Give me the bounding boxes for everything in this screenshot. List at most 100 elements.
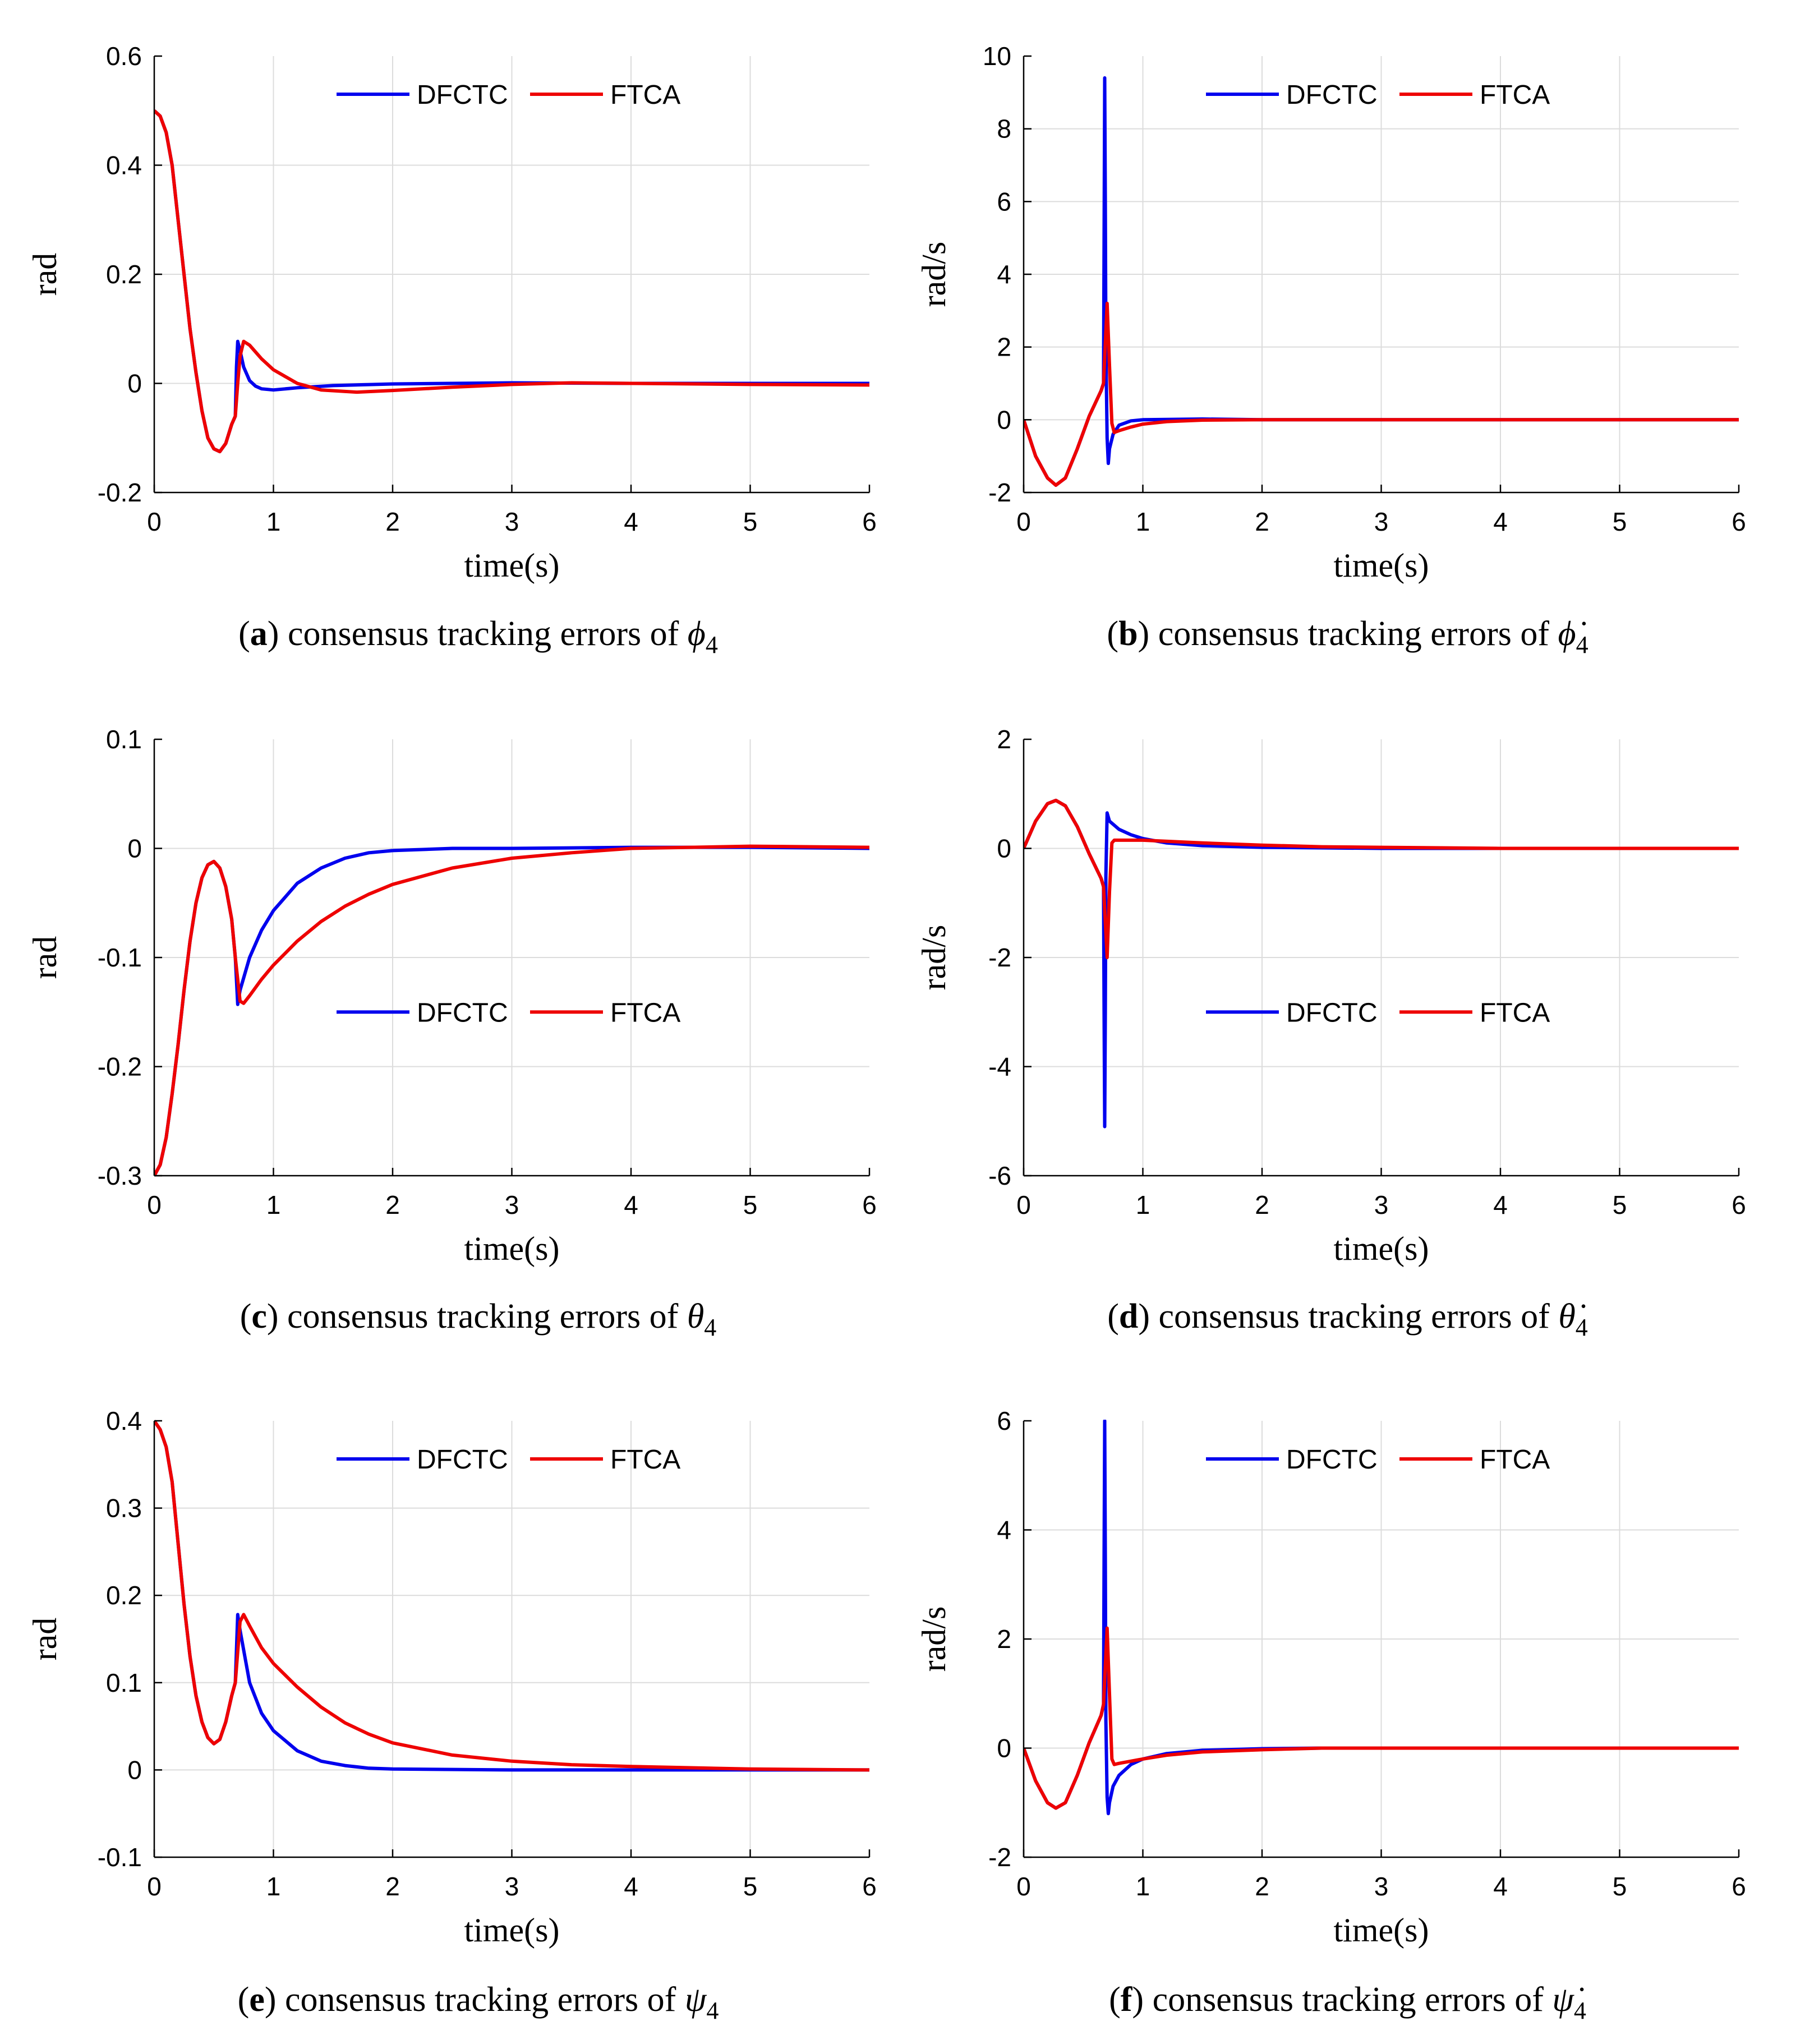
chart-c-xlabel: time(s) — [464, 1230, 560, 1267]
chart-e-caption: (e) consensus tracking errors of ψ4 — [238, 1981, 719, 2024]
chart-d-xtick-label-6: 6 — [1732, 1190, 1746, 1219]
chart-a-caption: (a) consensus tracking errors of ϕ4 — [238, 615, 718, 659]
chart-b-ytick-label-2: 2 — [997, 333, 1011, 362]
chart-a-caption-symbol: ϕ — [688, 615, 706, 653]
chart-e-caption-text: consensus tracking errors of — [285, 1981, 685, 2019]
chart-b-caption: (b) consensus tracking errors of ϕ̇4 — [1107, 615, 1588, 659]
chart-b-series-ftca — [1024, 301, 1739, 487]
chart-d-ytick-label-4: 2 — [997, 725, 1011, 754]
chart-b-xtick-label-0: 0 — [1016, 507, 1031, 536]
chart-c-ytick-label-1: -0.2 — [98, 1052, 142, 1081]
chart-a-caption-text: consensus tracking errors of — [288, 615, 688, 653]
chart-c-xtick-label-6: 6 — [862, 1190, 877, 1219]
chart-a-xtick-label-1: 1 — [266, 507, 281, 536]
chart-e-caption-sub: 4 — [706, 1997, 719, 2024]
chart-e-caption-symbol: ψ — [685, 1981, 707, 2019]
chart-e-xtick-label-5: 5 — [743, 1872, 758, 1901]
chart-f-xlabel: time(s) — [1334, 1912, 1429, 1949]
chart-e-ytick-label-2: 0.1 — [106, 1668, 142, 1697]
chart-b-ytick-label-1: 0 — [997, 405, 1011, 434]
chart-e-series-ftca — [154, 1420, 869, 1772]
chart-d-ylabel: rad/s — [915, 925, 952, 991]
chart-d-xtick-label-5: 5 — [1613, 1190, 1627, 1219]
chart-d-xtick-label-0: 0 — [1016, 1190, 1031, 1219]
chart-a-legend-label-ftca: FTCA — [610, 80, 680, 110]
chart-f-xtick-label-2: 2 — [1255, 1872, 1269, 1901]
chart-d-caption: (d) consensus tracking errors of θ̇4 — [1107, 1297, 1588, 1341]
chart-e-ytick-label-1: 0 — [127, 1755, 142, 1784]
chart-f-caption-letter: f — [1121, 1981, 1133, 2019]
chart-f-legend-label-ftca: FTCA — [1480, 1445, 1550, 1475]
chart-f-xtick-label-0: 0 — [1016, 1872, 1031, 1901]
chart-a-xtick-label-3: 3 — [505, 507, 519, 536]
chart-b-xtick-label-1: 1 — [1136, 507, 1150, 536]
chart-e-ytick-label-5: 0.4 — [106, 1406, 142, 1435]
chart-f-caption-sub: 4 — [1574, 1997, 1586, 2024]
chart-a-ylabel: rad — [26, 253, 63, 296]
chart-e-legend-label-dfctc: DFCTC — [417, 1445, 508, 1475]
chart-c-xtick-label-4: 4 — [624, 1190, 638, 1219]
chart-a-xtick-label-4: 4 — [624, 507, 638, 536]
chart-f-xtick-label-5: 5 — [1613, 1872, 1627, 1901]
chart-b-ytick-label-6: 10 — [983, 42, 1011, 71]
chart-d-legend: DFCTC FTCA — [1206, 998, 1550, 1028]
chart-f-xtick-label-4: 4 — [1493, 1872, 1508, 1901]
chart-a-caption-sub: 4 — [706, 631, 718, 659]
chart-d-caption-letter: d — [1119, 1297, 1138, 1336]
chart-d-legend-label-ftca: FTCA — [1480, 998, 1550, 1028]
chart-a-ytick-label-4: 0.6 — [106, 42, 142, 71]
chart-c-xtick-label-0: 0 — [147, 1190, 162, 1219]
chart-d-ytick-label-0: -6 — [988, 1161, 1011, 1190]
chart-c-caption-sub: 4 — [704, 1314, 716, 1341]
chart-e-ytick-label-0: -0.1 — [98, 1843, 142, 1872]
chart-c-xtick-label-1: 1 — [266, 1190, 281, 1219]
chart-d-legend-label-dfctc: DFCTC — [1286, 998, 1378, 1028]
chart-a-legend-label-dfctc: DFCTC — [417, 80, 508, 110]
chart-a-xtick-label-6: 6 — [862, 507, 877, 536]
chart-c-xtick-label-2: 2 — [385, 1190, 400, 1219]
chart-a-ytick-label-0: -0.2 — [98, 478, 142, 507]
chart-b-legend-label-dfctc: DFCTC — [1286, 80, 1378, 110]
chart-f-legend-label-dfctc: DFCTC — [1286, 1445, 1378, 1475]
chart-d-caption-text: consensus tracking errors of — [1159, 1297, 1559, 1336]
chart-d-ytick-label-1: -4 — [988, 1052, 1011, 1081]
chart-c-xtick-label-5: 5 — [743, 1190, 758, 1219]
chart-f-ytick-label-1: 0 — [997, 1734, 1011, 1763]
chart-a-ytick-label-1: 0 — [127, 369, 142, 398]
chart-d-caption-sub: 4 — [1576, 1314, 1588, 1341]
chart-c-ylabel: rad — [26, 936, 63, 979]
chart-e-xtick-label-1: 1 — [266, 1872, 281, 1901]
chart-c-legend-label-dfctc: DFCTC — [417, 998, 508, 1028]
chart-f-ytick-label-2: 2 — [997, 1624, 1011, 1654]
chart-f-ytick-label-4: 6 — [997, 1406, 1011, 1435]
chart-f-caption-text: consensus tracking errors of — [1153, 1981, 1553, 2019]
chart-b-xtick-label-5: 5 — [1613, 507, 1627, 536]
chart-a-xtick-label-2: 2 — [385, 507, 400, 536]
chart-c: 0 1 2 3 4 5 6 -0.3 -0.2 -0.1 0 0.1 time(s) rad DFCTC FT… — [26, 725, 877, 1341]
chart-b-ytick-label-0: -2 — [988, 478, 1011, 507]
chart-e-legend-label-ftca: FTCA — [610, 1445, 680, 1475]
chart-b-caption-letter: b — [1118, 615, 1138, 653]
chart-c-legend-label-ftca: FTCA — [610, 998, 680, 1028]
chart-c-ytick-label-3: 0 — [127, 834, 142, 863]
chart-f-legend: DFCTC FTCA — [1206, 1445, 1550, 1475]
chart-a-xlabel: time(s) — [464, 547, 560, 584]
chart-f-xtick-label-1: 1 — [1136, 1872, 1150, 1901]
chart-d-xtick-label-1: 1 — [1136, 1190, 1150, 1219]
chart-e-xtick-label-6: 6 — [862, 1872, 877, 1901]
chart-e-xtick-label-0: 0 — [147, 1872, 162, 1901]
chart-c-series-ftca — [154, 844, 869, 1177]
chart-c-ytick-label-4: 0.1 — [106, 725, 142, 754]
chart-c-caption-text: consensus tracking errors of — [287, 1297, 687, 1336]
chart-e-xtick-label-4: 4 — [624, 1872, 638, 1901]
chart-d: 0 1 2 3 4 5 6 -6 -4 -2 0 2 time(s) rad/s DFCTC FTCA (d) … — [915, 725, 1746, 1341]
chart-b-caption-sub: 4 — [1576, 631, 1588, 659]
chart-c-caption-symbol: θ — [687, 1297, 704, 1336]
chart-e-ytick-label-4: 0.3 — [106, 1494, 142, 1523]
chart-b-xlabel: time(s) — [1334, 547, 1429, 584]
chart-e-legend: DFCTC FTCA — [337, 1445, 680, 1475]
chart-e-ytick-label-3: 0.2 — [106, 1581, 142, 1610]
chart-b-ytick-label-5: 8 — [997, 114, 1011, 144]
